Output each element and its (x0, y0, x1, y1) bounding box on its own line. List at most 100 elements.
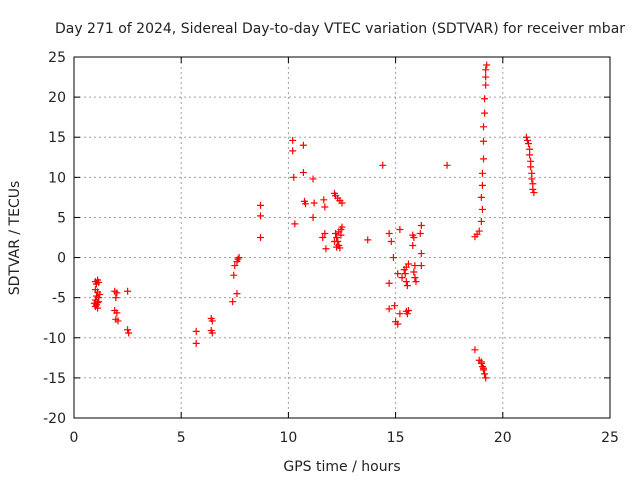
data-point (481, 370, 489, 378)
data-point (417, 221, 425, 229)
data-point (411, 274, 419, 282)
data-point (404, 307, 412, 315)
x-tick-label: 20 (494, 430, 512, 446)
data-point (416, 229, 424, 237)
data-point (289, 136, 297, 144)
x-tick-label: 15 (387, 430, 405, 446)
data-point (478, 169, 486, 177)
data-point (257, 212, 265, 220)
data-point (112, 294, 120, 302)
x-axis-label: GPS time / hours (283, 459, 400, 475)
data-point (396, 225, 404, 233)
data-point (321, 229, 329, 237)
data-point (95, 298, 103, 306)
data-point (478, 181, 486, 189)
x-tick-label: 25 (601, 430, 619, 446)
data-point (529, 185, 537, 193)
data-point (477, 358, 485, 366)
data-point (401, 270, 409, 278)
data-point (403, 310, 411, 318)
data-point (385, 229, 393, 237)
y-tick-label: -10 (43, 331, 66, 347)
data-point (478, 363, 486, 371)
data-point (402, 278, 410, 286)
data-point (475, 227, 483, 235)
y-tick-label: 0 (57, 251, 66, 267)
data-point (527, 163, 535, 171)
data-point (338, 199, 346, 207)
data-point (411, 262, 419, 270)
data-point (333, 234, 341, 241)
data-point (337, 231, 345, 239)
data-point (528, 175, 536, 183)
data-point (289, 147, 297, 155)
data-point (483, 61, 491, 69)
data-point (95, 278, 103, 286)
data-point (522, 133, 530, 141)
data-point (234, 255, 242, 263)
data-point (96, 290, 104, 298)
data-point (124, 326, 132, 334)
y-tick-label: -15 (43, 371, 66, 387)
y-tick-label: 20 (48, 90, 66, 106)
data-point (394, 320, 402, 328)
chart-title: Day 271 of 2024, Sidereal Day-to-day VTE… (55, 21, 625, 37)
data-point (309, 213, 317, 221)
data-point (482, 374, 490, 382)
data-point (403, 282, 411, 290)
data-point (398, 274, 406, 282)
data-point (389, 254, 397, 262)
data-point (192, 327, 200, 335)
data-point (482, 81, 490, 89)
data-point (208, 317, 216, 325)
data-point (310, 199, 318, 207)
y-axis-label: SDTVAR / TECUs (7, 181, 23, 296)
data-point (417, 262, 425, 270)
x-tick-label: 0 (70, 430, 79, 446)
data-point (299, 141, 307, 149)
data-point (319, 234, 327, 241)
data-point (231, 262, 239, 270)
data-point (443, 161, 451, 169)
data-point (332, 229, 340, 237)
data-point (396, 310, 404, 318)
data-point (409, 242, 417, 250)
data-point (124, 287, 132, 295)
data-point (302, 200, 310, 208)
data-point (385, 279, 393, 287)
data-point (480, 137, 488, 145)
data-point (417, 250, 425, 258)
data-point (333, 243, 341, 251)
data-point (480, 123, 488, 131)
data-point (526, 151, 534, 159)
data-point (229, 298, 237, 306)
y-tick-label: -20 (43, 411, 66, 427)
y-tick-label: 10 (48, 170, 66, 186)
plot-frame (73, 56, 611, 419)
data-point (338, 223, 346, 231)
data-point (257, 234, 265, 241)
x-tick-label: 10 (279, 430, 297, 446)
y-tick-label: -5 (52, 291, 66, 307)
data-point (113, 309, 121, 317)
data-point (364, 236, 372, 244)
data-point (299, 169, 307, 177)
data-point (385, 305, 393, 313)
data-point (290, 173, 298, 181)
data-point (208, 329, 216, 337)
data-point (387, 238, 395, 246)
data-point (410, 268, 418, 276)
data-point (309, 175, 317, 183)
data-point (482, 73, 490, 81)
data-point (530, 189, 538, 197)
data-point (404, 260, 412, 268)
data-point (480, 155, 488, 163)
data-point (233, 290, 241, 298)
data-points (90, 61, 538, 382)
data-point (114, 317, 122, 325)
data-point (90, 299, 98, 307)
data-point (477, 193, 485, 201)
data-point (481, 109, 489, 117)
y-tick-label: 25 (48, 50, 66, 66)
